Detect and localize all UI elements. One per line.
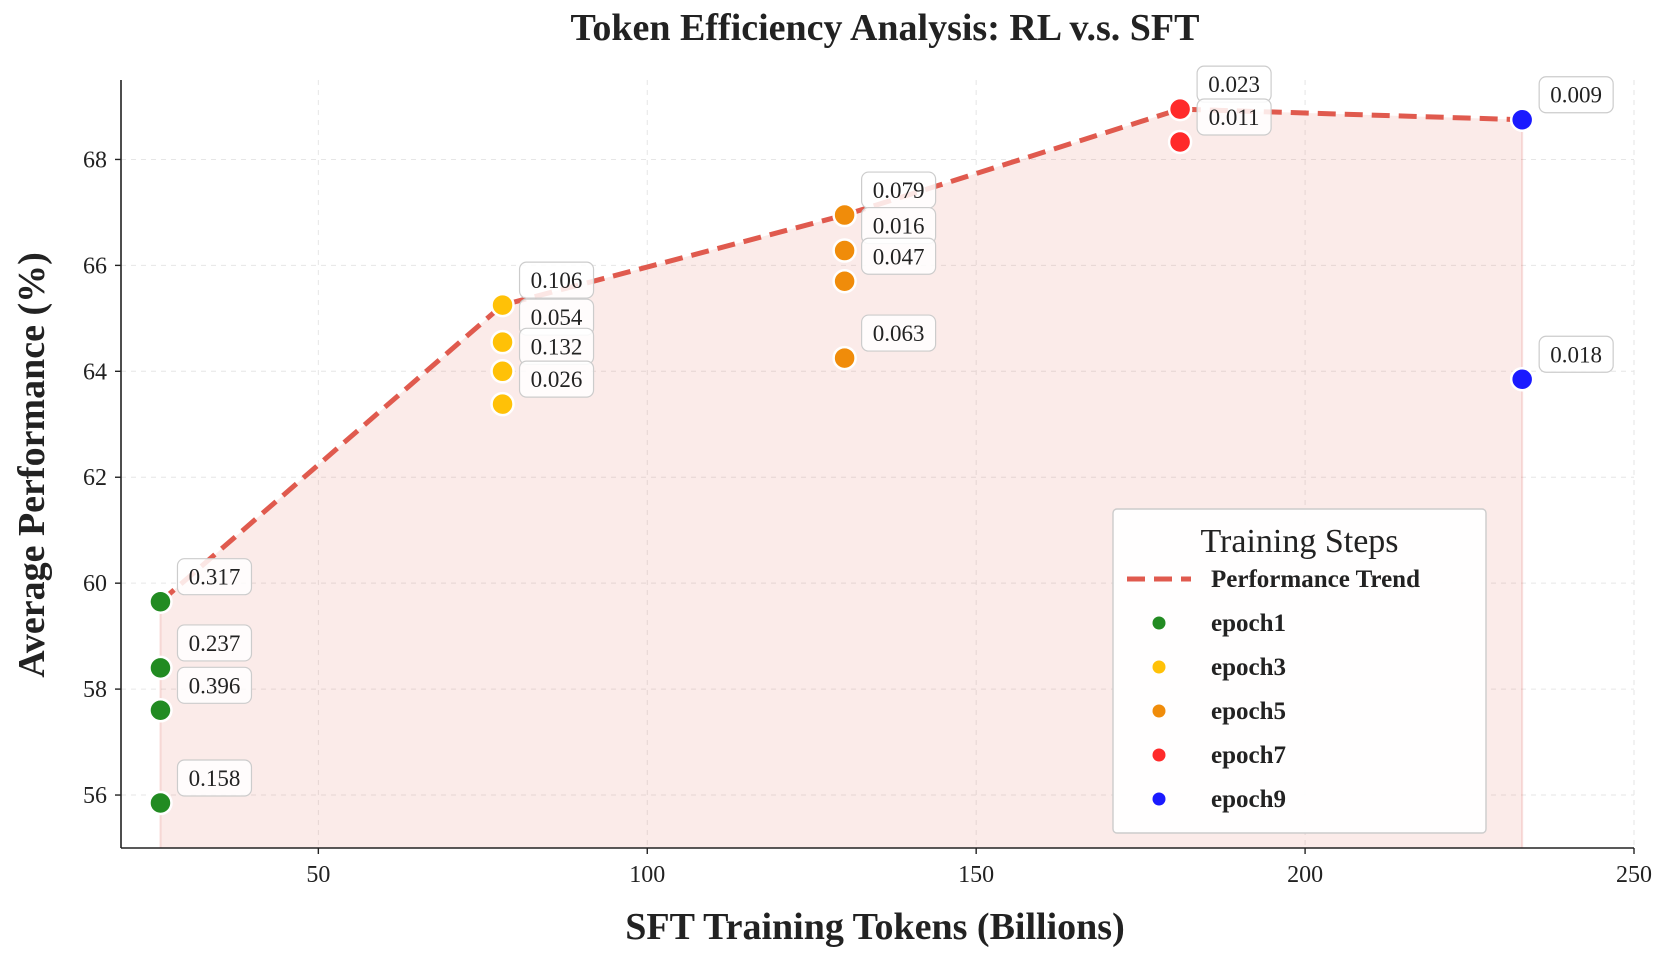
y-tick-label: 56 <box>83 783 107 809</box>
y-tick-label: 60 <box>83 571 107 597</box>
epoch9-point <box>1509 367 1535 392</box>
epoch3-point <box>490 292 515 318</box>
point-labels: 0.317 0.237 0.396 0.158 0.106 0.054 0.132 0.026… <box>176 65 1614 797</box>
epoch5-point <box>832 269 857 294</box>
legend-epoch3-swatch <box>1152 660 1166 674</box>
epoch3-point <box>490 359 515 384</box>
epoch7-point <box>1167 96 1193 122</box>
x-tick-label: 150 <box>958 862 994 888</box>
epoch3-point <box>490 329 515 355</box>
point-label: 0.018 <box>1550 342 1602 367</box>
point-label: 0.054 <box>531 305 583 330</box>
legend-entry-label: epoch7 <box>1211 742 1286 769</box>
axes: 50 100 150 200 250 56 58 60 62 64 66 68 <box>83 80 1652 888</box>
trend-line <box>158 106 1523 604</box>
point-label-box <box>1196 98 1272 136</box>
point-label-box <box>518 360 595 398</box>
data-points <box>148 96 1535 816</box>
epoch1-point <box>148 790 173 816</box>
epoch3-point <box>490 391 515 417</box>
epoch9-point <box>1509 107 1535 132</box>
point-label: 0.317 <box>189 565 241 590</box>
point-label: 0.158 <box>189 766 241 791</box>
epoch1-point <box>148 698 173 723</box>
x-axis-label: SFT Training Tokens (Billions) <box>625 906 1125 948</box>
point-label: 0.063 <box>873 321 925 346</box>
point-label: 0.023 <box>1208 72 1260 97</box>
point-label-box <box>176 759 253 797</box>
point-label-box <box>518 261 595 299</box>
point-label: 0.106 <box>531 268 583 293</box>
point-label-box <box>861 314 937 352</box>
x-tick-label: 100 <box>629 862 665 888</box>
legend-epoch7-swatch <box>1152 748 1166 762</box>
point-label-box <box>176 558 253 596</box>
legend-epoch5-swatch <box>1152 704 1166 718</box>
legend-entry-label: epoch1 <box>1211 610 1286 637</box>
epoch5-point <box>832 238 857 263</box>
epoch1-point <box>148 655 173 681</box>
y-tick-label: 58 <box>83 677 107 703</box>
legend-entry-label: epoch3 <box>1211 654 1286 681</box>
x-tick-label: 250 <box>1616 862 1652 888</box>
point-label: 0.237 <box>189 631 241 656</box>
x-tick-label: 50 <box>306 862 330 888</box>
x-tick-label: 200 <box>1287 862 1323 888</box>
point-label: 0.079 <box>873 178 925 203</box>
point-label-box <box>176 624 253 662</box>
epoch5-point <box>832 345 857 371</box>
legend-box <box>1112 508 1487 834</box>
y-tick-label: 62 <box>83 465 107 491</box>
point-label-box <box>176 666 253 704</box>
point-label: 0.009 <box>1550 83 1602 108</box>
point-label: 0.132 <box>531 334 583 359</box>
y-axis-label: Average Performance (%) <box>11 252 53 678</box>
legend-entry-label: Performance Trend <box>1211 566 1420 593</box>
legend-epoch9-swatch <box>1152 792 1166 806</box>
y-tick-label: 68 <box>83 147 107 173</box>
legend-entry-label: epoch9 <box>1211 786 1286 813</box>
point-label: 0.016 <box>873 214 925 239</box>
y-tick-label: 64 <box>83 359 107 385</box>
point-label: 0.011 <box>1209 105 1260 130</box>
point-label: 0.396 <box>189 673 241 698</box>
trend-line-group <box>158 106 1523 604</box>
epoch1-point <box>148 589 173 614</box>
y-tick-label: 66 <box>83 253 107 279</box>
epoch5-point <box>832 202 857 228</box>
point-label-box <box>1538 335 1614 373</box>
legend: Training Steps Performance Trend epoch1 epo… <box>1112 508 1487 834</box>
legend-entry-label: epoch5 <box>1211 698 1286 725</box>
chart-title: Token Efficiency Analysis: RL v.s. SFT <box>571 7 1200 49</box>
epoch7-point <box>1167 129 1193 155</box>
point-label-box <box>861 237 937 275</box>
legend-title: Training Steps <box>1200 523 1398 560</box>
point-label: 0.047 <box>873 244 925 269</box>
point-label: 0.026 <box>531 367 583 392</box>
point-label-box <box>1538 76 1614 114</box>
legend-epoch1-swatch <box>1152 616 1166 630</box>
